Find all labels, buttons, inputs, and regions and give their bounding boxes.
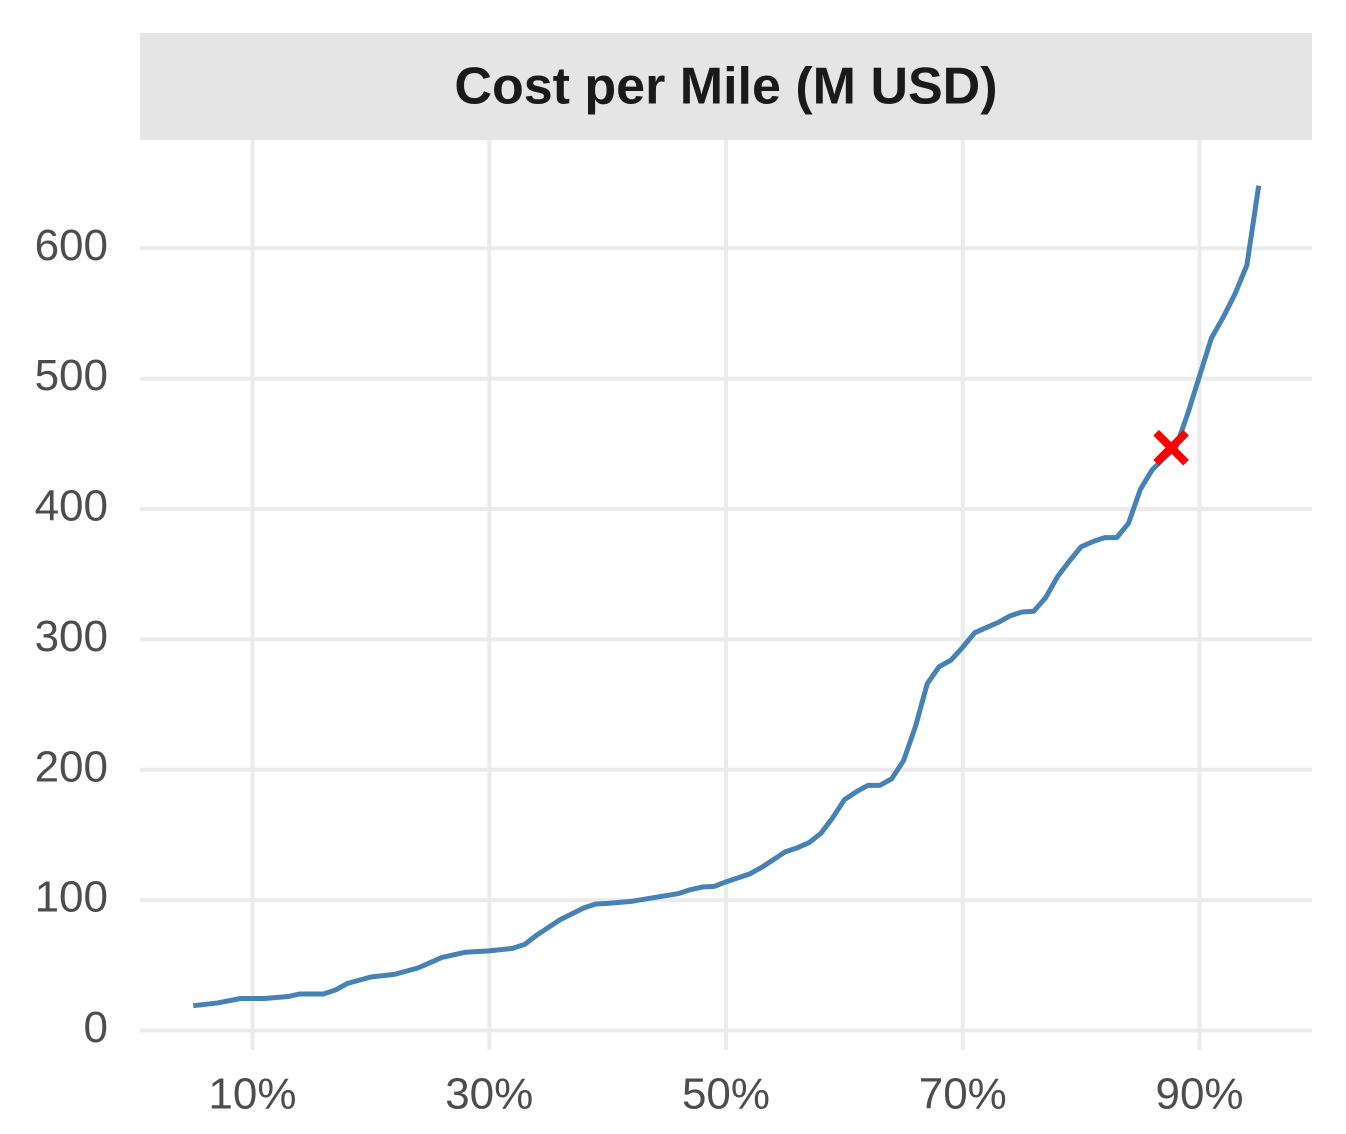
y-tick-label: 0 [84, 1003, 108, 1052]
x-tick-label: 10% [208, 1070, 296, 1119]
x-tick-label: 50% [682, 1070, 770, 1119]
x-tick-label: 90% [1155, 1070, 1243, 1119]
line [193, 185, 1262, 1009]
chart-title: Cost per Mile (M USD) [454, 58, 997, 116]
title-strip [140, 33, 1312, 140]
y-tick-label: 400 [35, 482, 108, 531]
y-tick-label: 200 [35, 742, 108, 791]
x-tick-label: 30% [445, 1070, 533, 1119]
x-tick-label: 70% [919, 1070, 1007, 1119]
y-tick-label: 500 [35, 351, 108, 400]
y-tick-label: 600 [35, 221, 108, 270]
highlight-marker [1153, 429, 1189, 466]
y-tick-label: 300 [35, 612, 108, 661]
y-tick-label: 100 [35, 873, 108, 922]
